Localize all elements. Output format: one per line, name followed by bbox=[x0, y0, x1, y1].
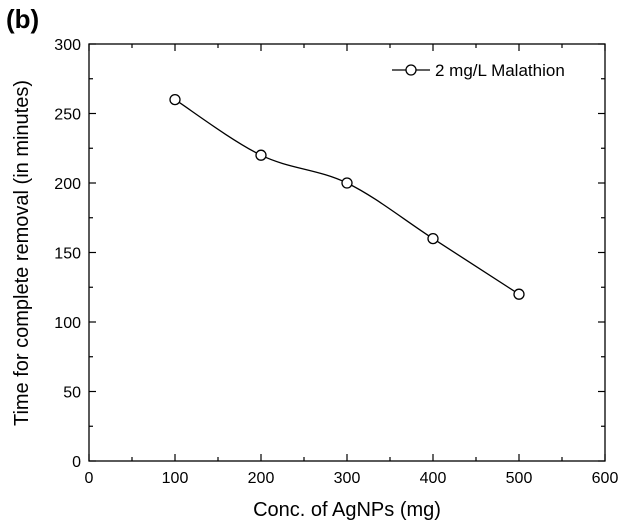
x-tick-label: 300 bbox=[334, 470, 361, 487]
x-tick-label: 600 bbox=[592, 470, 619, 487]
y-tick-label: 200 bbox=[54, 176, 81, 193]
series-line-layer bbox=[174, 99, 520, 295]
legend: 2 mg/L Malathion bbox=[392, 61, 565, 80]
y-tick-label: 300 bbox=[54, 37, 81, 54]
x-tick-label: 500 bbox=[506, 470, 533, 487]
x-tick-label: 0 bbox=[85, 470, 94, 487]
data-point-marker bbox=[255, 149, 267, 161]
data-point-marker bbox=[341, 177, 353, 189]
y-tick-label: 0 bbox=[72, 454, 81, 471]
data-point-marker bbox=[427, 232, 439, 245]
series-markers-layer bbox=[169, 93, 525, 300]
x-tick-label: 400 bbox=[420, 470, 447, 487]
x-axis-label: Conc. of AgNPs (mg) bbox=[253, 499, 441, 521]
x-tick-label: 100 bbox=[162, 470, 189, 487]
legend-label: 2 mg/L Malathion bbox=[435, 61, 565, 80]
data-point-marker bbox=[513, 288, 525, 300]
y-axis-label: Time for complete removal (in minutes) bbox=[11, 80, 33, 426]
data-point-marker bbox=[169, 93, 181, 106]
legend-marker-sample bbox=[405, 64, 417, 76]
y-tick-label: 150 bbox=[54, 246, 81, 263]
plot-frame bbox=[88, 43, 606, 462]
y-tick-label: 250 bbox=[54, 107, 81, 124]
axis-ticks: 0 100 200 300 400 500 600 0 50 100 150 200 250 300 bbox=[54, 37, 618, 487]
y-tick-label: 50 bbox=[63, 385, 81, 402]
x-tick-label: 200 bbox=[248, 470, 275, 487]
y-tick-label: 100 bbox=[54, 315, 81, 332]
series-line bbox=[174, 99, 520, 295]
panel-label: (b) bbox=[6, 4, 40, 34]
